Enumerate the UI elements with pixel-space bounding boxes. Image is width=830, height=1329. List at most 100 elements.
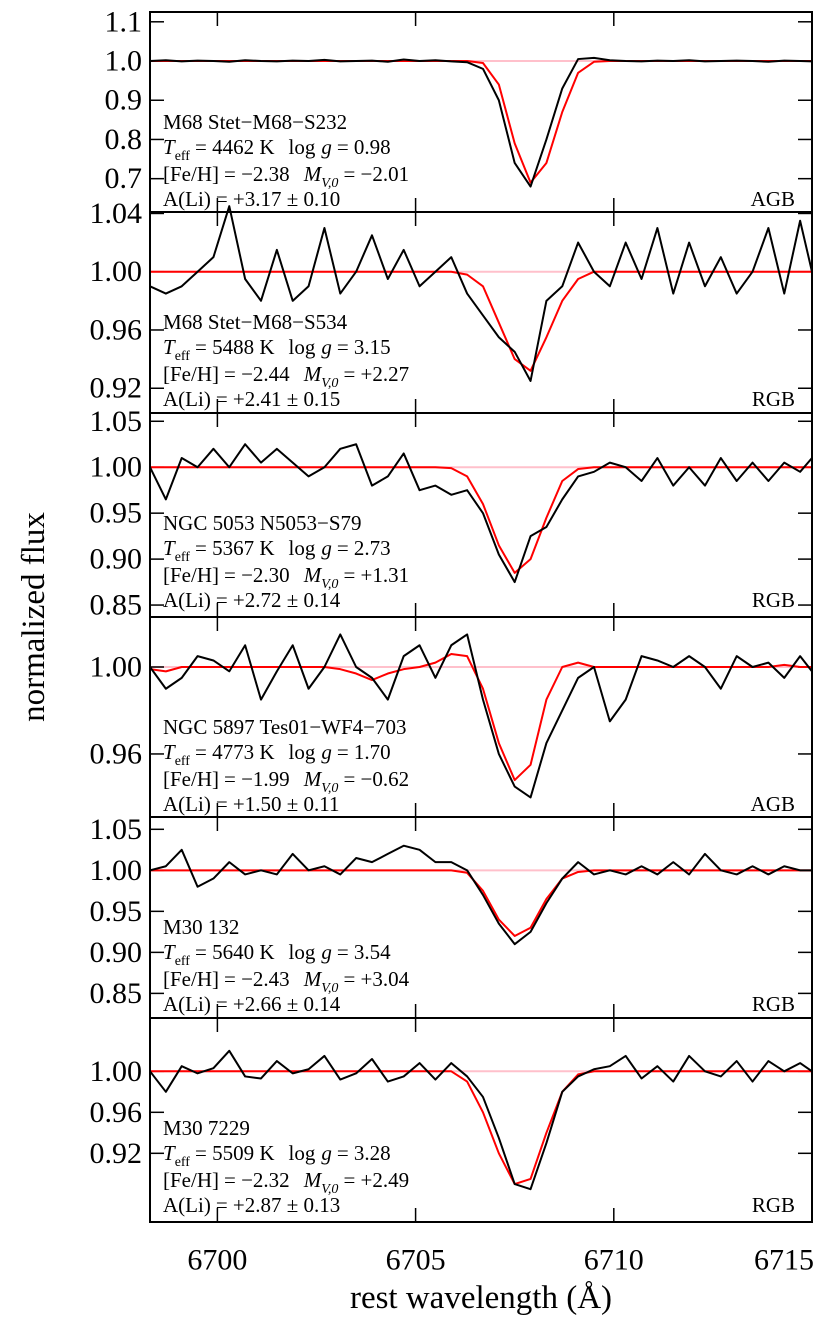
annotation-part: = +2.72 ± 0.14 [216, 588, 341, 612]
x-tick-label: 6710 [584, 1244, 644, 1277]
feh-mv: [Fe/H] = −2.38 MV,0 = −2.01 [163, 162, 409, 191]
annotation-part: g [321, 536, 332, 560]
annotation-part: = −2.32 [224, 1168, 290, 1192]
feh-mv: [Fe/H] = −2.30 MV,0 = +1.31 [163, 563, 409, 592]
feh-mv: [Fe/H] = −2.44 MV,0 = +2.27 [163, 362, 409, 391]
teff-logg: Teff = 5640 K log g = 3.54 [163, 940, 391, 969]
y-tick-label: 0.95 [90, 497, 143, 530]
annotation-part: M [303, 162, 323, 186]
annotation-part: g [321, 135, 332, 159]
annotation-part: V,0 [321, 176, 338, 191]
annotation-part: = 2.73 [337, 536, 391, 560]
annotation-part: = +2.27 [343, 362, 409, 386]
annotation-part: = 1.70 [337, 740, 391, 764]
star-name: M30 132 [163, 915, 239, 939]
teff-logg: Teff = 4773 K log g = 1.70 [163, 740, 391, 769]
y-tick-label: 0.7 [105, 162, 143, 195]
y-tick-label: 0.96 [90, 737, 143, 770]
annotation-part: A(Li) [163, 792, 211, 816]
spectrum-line [150, 466, 812, 574]
annotation-part: = −2.38 [224, 162, 290, 186]
evolution-class: RGB [752, 992, 795, 1016]
lithium: A(Li) = +2.72 ± 0.14 [163, 588, 341, 612]
y-tick-label: 0.85 [90, 589, 143, 622]
annotation-part: = 5509 K [195, 1141, 275, 1165]
lithium: A(Li) = +3.17 ± 0.10 [163, 187, 340, 211]
spectrum-line [149, 443, 813, 584]
y-tick-label: 0.95 [90, 895, 143, 928]
x-axis-label: rest wavelength (Å) [350, 1279, 612, 1316]
star-name: NGC 5053 N5053−S79 [163, 511, 362, 535]
annotation-part: [Fe/H] [163, 162, 219, 186]
teff-logg: Teff = 5367 K log g = 2.73 [163, 536, 391, 565]
feh-mv: [Fe/H] = −2.32 MV,0 = +2.49 [163, 1168, 409, 1197]
annotation-part: g [321, 1141, 332, 1165]
y-tick-label: 0.90 [90, 543, 143, 576]
annotation-part: log [289, 1141, 316, 1165]
annotation-part: = 5640 K [195, 940, 275, 964]
annotation-part: [Fe/H] [163, 1168, 219, 1192]
annotation-part: eff [175, 149, 191, 164]
annotation-part: = +2.49 [343, 1168, 409, 1192]
annotation-part: = −1.99 [224, 767, 290, 791]
spectrum-line [150, 270, 812, 372]
x-tick-label: 6705 [386, 1244, 446, 1277]
annotation-part: = −2.43 [224, 967, 290, 991]
annotation-part: g [321, 335, 332, 359]
annotation-part: g [321, 940, 332, 964]
annotation-part: M [303, 967, 323, 991]
spectrum-line [149, 1049, 813, 1191]
annotation-part: A(Li) [163, 1193, 211, 1217]
annotation-part: = +3.04 [343, 967, 409, 991]
y-axis-label: normalized flux [16, 512, 52, 722]
teff-logg: Teff = 4462 K log g = 0.98 [163, 135, 391, 164]
star-name: NGC 5897 Tes01−WF4−703 [163, 715, 407, 739]
annotation-part: M [303, 563, 323, 587]
annotation-part: eff [175, 954, 191, 969]
annotation-part: T [163, 135, 176, 159]
annotation-part: = 3.15 [337, 335, 391, 359]
evolution-class: AGB [751, 792, 795, 816]
y-tick-label: 0.96 [90, 1096, 143, 1129]
star-name: M30 7229 [163, 1116, 250, 1140]
evolution-class: RGB [752, 588, 795, 612]
lithium: A(Li) = +2.66 ± 0.14 [163, 992, 341, 1016]
annotation-part: T [163, 335, 176, 359]
y-tick-label: 0.92 [90, 372, 143, 405]
annotation-part: = +1.50 ± 0.11 [216, 792, 340, 816]
annotation-part: = +1.31 [343, 563, 409, 587]
annotation-part: A(Li) [163, 187, 211, 211]
annotation-part: = +2.41 ± 0.15 [216, 387, 340, 411]
annotation-part: = 4773 K [195, 740, 275, 764]
annotation-part: V,0 [321, 981, 338, 996]
annotation-part: eff [175, 550, 191, 565]
y-tick-label: 1.05 [90, 813, 143, 846]
evolution-class: RGB [752, 1193, 795, 1217]
annotation-part: V,0 [321, 376, 338, 391]
annotation-part: V,0 [321, 781, 338, 796]
annotation-part: eff [175, 754, 191, 769]
annotation-part: M [303, 767, 323, 791]
annotation-part: [Fe/H] [163, 563, 219, 587]
annotation-part: = +2.66 ± 0.14 [216, 992, 341, 1016]
y-tick-label: 0.92 [90, 1137, 143, 1170]
evolution-class: AGB [751, 187, 795, 211]
x-tick-label: 6715 [754, 1244, 814, 1277]
annotation-part: [Fe/H] [163, 967, 219, 991]
teff-logg: Teff = 5509 K log g = 3.28 [163, 1141, 391, 1170]
y-tick-label: 1.1 [105, 5, 143, 38]
annotation-part: = −0.62 [343, 767, 409, 791]
spectrum-line [149, 633, 813, 799]
y-tick-label: 1.04 [90, 197, 143, 230]
y-tick-label: 0.96 [90, 313, 143, 346]
annotation-part: A(Li) [163, 992, 211, 1016]
annotation-part: log [289, 135, 316, 159]
annotation-part: T [163, 1141, 176, 1165]
y-tick-label: 0.85 [90, 977, 143, 1010]
annotation-part: = +3.17 ± 0.10 [216, 187, 340, 211]
teff-logg: Teff = 5488 K log g = 3.15 [163, 335, 391, 364]
annotation-part: eff [175, 349, 191, 364]
annotation-part: eff [175, 1155, 191, 1170]
feh-mv: [Fe/H] = −1.99 MV,0 = −0.62 [163, 767, 409, 796]
annotation-part: = 5488 K [195, 335, 275, 359]
